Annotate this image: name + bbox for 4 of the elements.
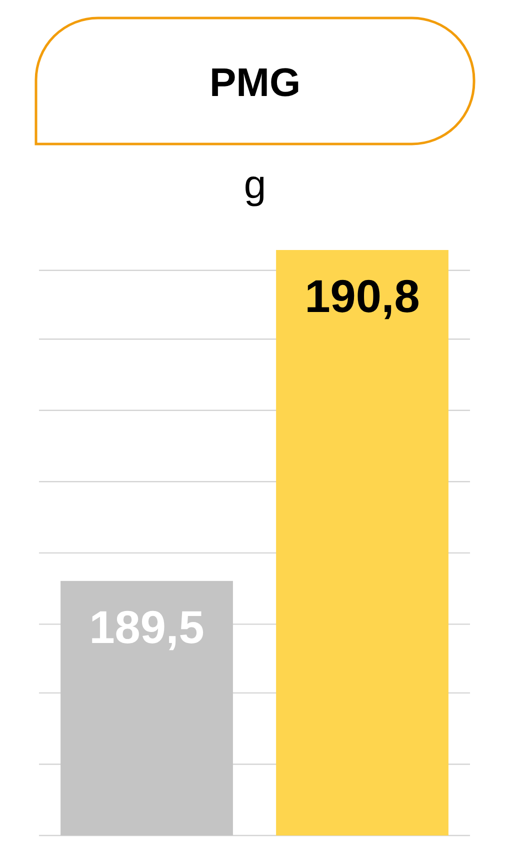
data-label: 190,8 bbox=[304, 270, 420, 322]
chart-title: PMG bbox=[209, 61, 301, 105]
data-label: 189,5 bbox=[89, 601, 204, 654]
y-axis-title: g bbox=[244, 163, 266, 207]
